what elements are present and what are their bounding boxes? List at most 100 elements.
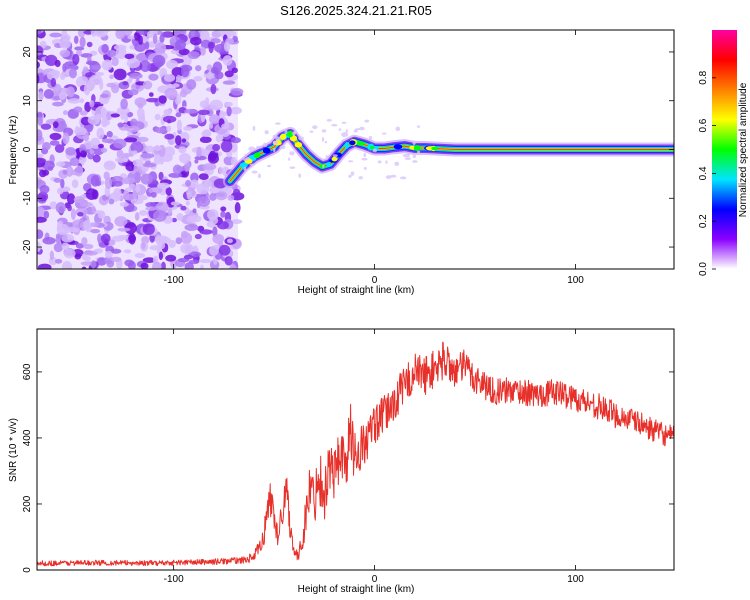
heatmap-cell [94,179,102,187]
heatmap-cell [190,30,195,37]
heatmap-cell [131,150,138,155]
heatmap-cell [123,249,132,254]
heatmap-cell [208,122,214,129]
ridge-blob [262,147,271,154]
ridge-blob [344,142,349,149]
ridge-halo [368,135,373,141]
heatmap-cell [146,97,159,103]
ridge-blob [331,156,338,162]
heatmap-cell [220,206,227,212]
heatmap-cell [126,125,140,133]
heatmap-cell [154,127,166,134]
y-tick-label: -10 [22,191,33,206]
ridge-halo [258,173,261,179]
heatmap-cell [204,97,210,106]
heatmap-cell [223,41,231,52]
heatmap-cell [168,239,176,248]
heatmap-cell [145,202,157,208]
heatmap-cell [39,185,50,194]
heatmap-cell [214,43,227,53]
heatmap-cell [158,171,164,181]
heatmap-cell [89,222,99,228]
heatmap-cell [232,188,241,197]
spectrogram-noise-region [37,30,245,269]
heatmap-cell [159,34,165,43]
heatmap-cell [218,30,226,35]
heatmap-cell [127,89,139,96]
ridge-blob [326,162,332,167]
heatmap-cell [37,157,47,164]
heatmap-cell [39,40,47,49]
heatmap-cell [37,129,43,142]
heatmap-cell [184,223,199,232]
ridge-blob [286,132,293,137]
heatmap-cell [54,259,63,264]
heatmap-cell [90,260,97,269]
y-tick-label: 0 [22,146,33,152]
heatmap-cell [224,256,233,266]
heatmap-cell [142,257,156,263]
heatmap-cell [221,123,230,130]
heatmap-cell [222,80,236,85]
ridge-halo [385,175,392,180]
ridge-blob [253,152,261,159]
heatmap-cell [38,90,44,101]
heatmap-cell [153,145,162,151]
heatmap-cell [106,131,113,138]
ridge-halo [348,160,354,163]
heatmap-cell [55,235,62,244]
heatmap-cell [117,122,124,128]
heatmap-cell [52,121,59,129]
heatmap-cell [180,205,187,211]
heatmap-cell [106,111,111,121]
heatmap-cell [152,55,166,67]
ridge-halo [279,145,286,150]
heatmap-cell [224,70,234,78]
heatmap-cell [81,237,88,246]
heatmap-cell [110,256,122,262]
figure-title: S126.2025.324.21.21.R05 [280,3,432,18]
heatmap-cell [161,31,175,38]
heatmap-cell [148,92,154,97]
heatmap-cell [43,89,54,99]
heatmap-cell [134,32,141,41]
heatmap-cell [101,59,113,71]
heatmap-cell [140,153,155,159]
heatmap-cell [73,196,85,204]
heatmap-cell [160,261,166,269]
heatmap-cell [122,80,129,86]
heatmap-cell [166,83,180,88]
heatmap-cell [49,201,58,210]
heatmap-cell [190,36,202,46]
heatmap-cell [151,261,162,269]
heatmap-cell [180,232,193,245]
heatmap-cell [164,87,178,100]
ridge-halo [412,160,418,163]
heatmap-cell [63,228,71,234]
heatmap-cell [103,119,111,126]
heatmap-cell [117,227,131,232]
heatmap-cell [86,41,93,48]
heatmap-cell [38,169,47,178]
heatmap-cell [37,74,40,84]
ridge-halo [309,130,314,133]
heatmap-cell [218,166,224,175]
heatmap-cell [200,46,206,56]
ridge-halo [292,131,296,136]
ridge-halo [390,174,397,178]
ridge-halo [256,145,263,149]
heatmap-cell [199,229,213,235]
heatmap-cell [178,152,191,164]
heatmap-cell [225,101,233,107]
heatmap-cell [186,79,197,90]
heatmap-cell [37,116,43,127]
snr-x-ticks: -100 0 100 [164,329,584,585]
heatmap-cell [42,236,56,245]
heatmap-cell [100,147,108,153]
heatmap-cell [37,68,44,74]
ridge-blob [394,144,402,149]
ridge-halo [321,137,325,142]
heatmap-cell [170,201,180,206]
heatmap-cell [83,83,91,96]
heatmap-cell [122,152,131,158]
